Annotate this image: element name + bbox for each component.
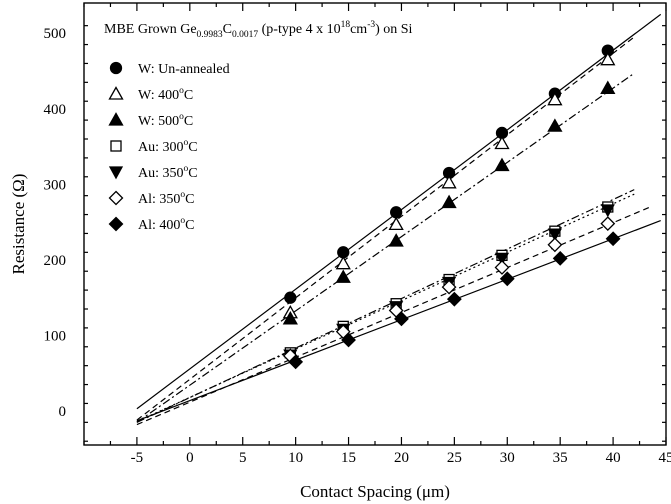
data-point [441, 194, 457, 209]
data-point [547, 228, 562, 242]
data-point [605, 231, 621, 247]
legend-marker [108, 190, 124, 206]
data-point [390, 206, 403, 219]
y-tick-label: 0 [59, 404, 67, 420]
data-point [494, 135, 510, 150]
y-tick-label: 400 [44, 102, 67, 118]
x-tick-label: 10 [288, 450, 303, 466]
legend-marker [108, 166, 124, 180]
data-points [282, 44, 621, 370]
data-point [547, 91, 563, 106]
x-tick-label: 40 [606, 450, 621, 466]
data-point [600, 80, 616, 95]
data-point [394, 311, 409, 327]
data-point [499, 271, 515, 287]
data-point [284, 291, 297, 304]
x-tick-label: 15 [341, 450, 356, 466]
x-tick-label: 45 [659, 450, 671, 466]
legend-label: W: Un-annealed [138, 62, 230, 77]
legend: W: Un-annealed W: 400oC W: 500oC Au: 300oC A… [108, 61, 230, 233]
data-point [441, 175, 457, 189]
legend-label: Al: 400oC [138, 216, 194, 233]
legend-label: Al: 350oC [138, 190, 194, 207]
data-point [547, 118, 563, 132]
x-tick-label: -5 [131, 450, 144, 466]
y-tick-label: 200 [44, 253, 67, 269]
legend-marker [108, 112, 124, 126]
fit-line [136, 189, 635, 423]
data-point [446, 291, 462, 307]
x-tick-label: 25 [447, 450, 462, 466]
x-tick-label: 20 [394, 450, 409, 466]
data-point [288, 354, 304, 370]
x-tick-label: 0 [186, 450, 194, 466]
y-tick-label: 500 [44, 26, 67, 42]
x-tick-label: 35 [553, 450, 568, 466]
data-point [388, 216, 404, 231]
legend-label: W: 400oC [138, 86, 193, 103]
y-tick-label: 100 [44, 328, 67, 344]
legend-label: Au: 300oC [138, 138, 198, 155]
chart-title: MBE Grown Ge0.9983C0.0017 (p-type 4 x 10… [104, 20, 413, 40]
legend-marker [108, 216, 124, 232]
y-axis-label: Resistance (Ω) [9, 174, 28, 275]
x-tick-label: 30 [500, 450, 515, 466]
data-point [547, 237, 563, 253]
axis-ticks [83, 3, 667, 445]
data-point [600, 204, 615, 218]
data-point [388, 233, 404, 247]
data-point [600, 216, 616, 232]
tick-labels: -5 0 5 10 15 20 25 30 35 40 45 0 100 200 300 400 500 [44, 26, 671, 466]
data-point [282, 311, 298, 325]
legend-label: Au: 350oC [138, 164, 198, 181]
data-point [494, 252, 510, 266]
legend-marker [110, 140, 122, 152]
x-tick-label: 5 [239, 450, 247, 466]
data-point [441, 279, 457, 295]
legend-marker [108, 86, 124, 100]
data-point [494, 157, 510, 172]
data-point [341, 332, 356, 348]
y-tick-label: 300 [44, 177, 67, 193]
legend-label: W: 500oC [138, 112, 193, 129]
data-point [600, 51, 616, 66]
data-point [335, 255, 351, 270]
legend-marker [109, 61, 123, 75]
data-point [335, 269, 351, 283]
data-point [552, 250, 568, 266]
fit-line [136, 72, 635, 423]
data-point [494, 260, 510, 275]
x-axis-label: Contact Spacing (μm) [300, 482, 450, 501]
